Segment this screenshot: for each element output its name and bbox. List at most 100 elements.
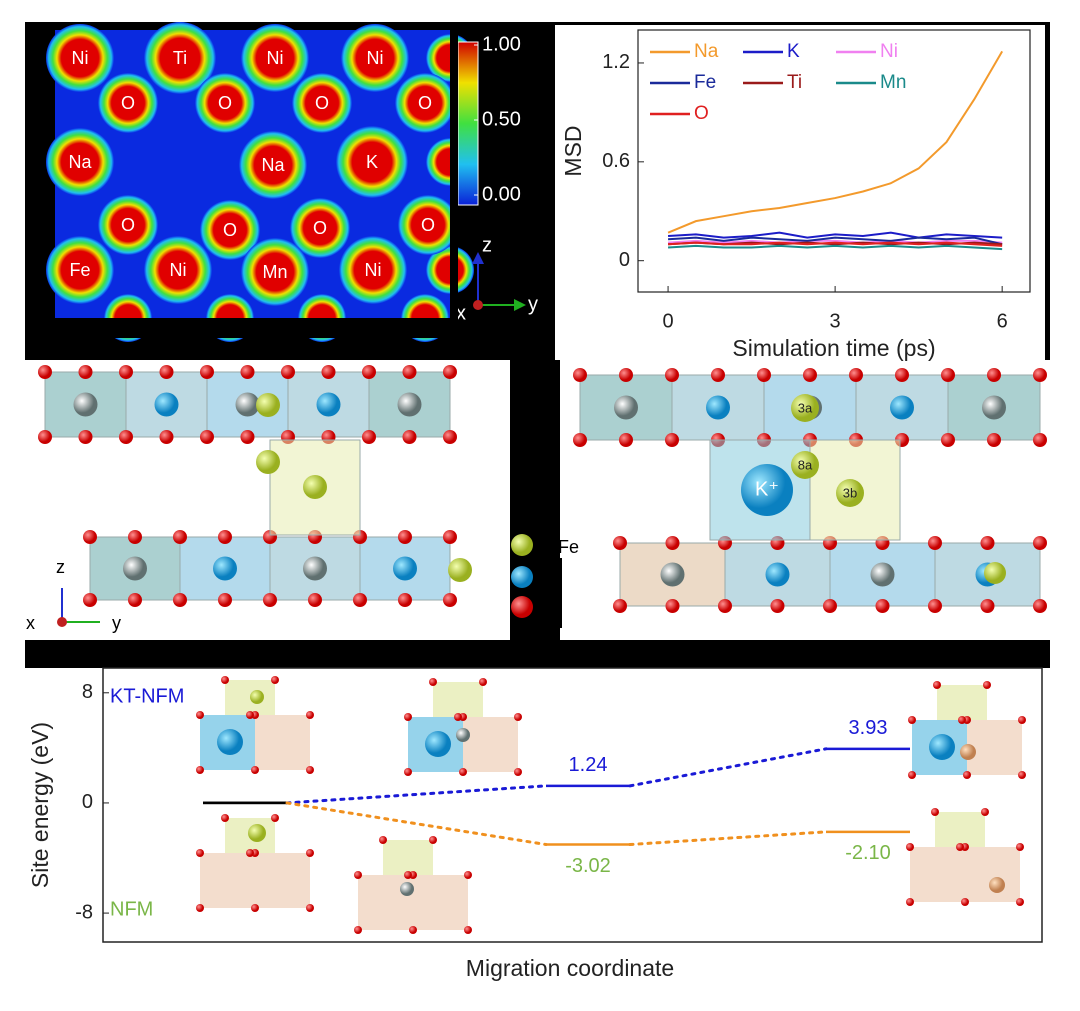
mini-polyhedron	[937, 685, 987, 720]
atom	[757, 368, 771, 382]
atom	[870, 562, 895, 587]
atom	[928, 599, 942, 613]
atom	[573, 433, 587, 447]
atom-label: Ni	[365, 260, 382, 280]
mini-atom	[906, 898, 914, 906]
atom	[78, 430, 93, 444]
mini-polyhedron	[463, 717, 518, 772]
mini-polyhedron	[200, 853, 255, 908]
atom	[791, 451, 819, 479]
atom	[362, 365, 376, 379]
mini-atom	[989, 877, 1005, 893]
mini-atom	[514, 713, 522, 721]
mini-atom	[221, 676, 229, 684]
atom	[511, 534, 533, 556]
x-tick-label: 3	[830, 310, 841, 332]
mini-atom	[306, 766, 314, 774]
panel-label: b	[558, 34, 570, 59]
axis-letter: y	[528, 293, 538, 315]
mini-polyhedron	[255, 853, 310, 908]
atom	[218, 530, 232, 544]
atom	[393, 556, 417, 581]
atom	[660, 562, 685, 587]
atom	[173, 593, 187, 607]
panel-label: d	[542, 337, 555, 364]
data-line	[668, 241, 1003, 247]
arrowhead	[514, 299, 526, 311]
atom-label: Ni	[267, 48, 284, 68]
atom	[875, 599, 890, 613]
atom	[982, 395, 1006, 420]
colorbar-label: 0.50	[482, 108, 521, 130]
crystal-structures: K⁺ 3a 8a 3b Ni/Fe z y x	[26, 365, 1047, 633]
x-axis-label: Simulation time (ps)	[732, 335, 935, 361]
atom	[73, 392, 98, 417]
atom	[235, 392, 260, 417]
mini-atom	[196, 766, 204, 774]
atom	[711, 368, 725, 382]
atom	[803, 368, 817, 382]
y-tick-label: 1.2	[602, 51, 630, 73]
atom	[38, 430, 52, 444]
x-tick-label: 0	[663, 310, 674, 332]
ion-label: K⁺	[755, 478, 779, 500]
data-line	[668, 236, 1003, 246]
mini-atom	[221, 814, 229, 822]
atom	[402, 430, 417, 444]
atom	[987, 368, 1001, 382]
atom	[398, 530, 412, 544]
atom-label: O	[421, 215, 435, 235]
atom	[573, 368, 587, 382]
atom	[706, 395, 730, 420]
atom-label: O	[218, 93, 232, 113]
mini-polyhedron	[225, 680, 275, 715]
mini-atom	[400, 882, 414, 896]
axis-origin	[57, 617, 67, 627]
backdrop	[25, 640, 1050, 668]
atom-density	[195, 73, 255, 133]
atom	[83, 593, 97, 607]
atom-label: Ni	[170, 260, 187, 280]
mini-ion	[929, 734, 955, 760]
mini-atom	[1016, 843, 1024, 851]
mini-atom	[960, 744, 976, 760]
mini-atom	[908, 771, 916, 779]
mini-atom	[963, 771, 971, 779]
axis-letter: y	[112, 613, 121, 633]
atom	[402, 365, 417, 379]
atom-density	[241, 238, 309, 306]
atom-density	[292, 73, 352, 133]
panel-b-bg	[555, 25, 1045, 360]
atom	[83, 530, 97, 544]
atom	[353, 593, 367, 607]
mini-atom	[271, 814, 279, 822]
mini-polyhedron	[433, 682, 483, 717]
axis-letter: x	[456, 302, 466, 324]
mini-polyhedron	[967, 720, 1022, 775]
mini-atom	[459, 768, 467, 776]
atom	[984, 562, 1006, 584]
data-label: -3.02	[565, 855, 611, 877]
colorbar-label: 0.00	[482, 183, 521, 205]
atom	[928, 536, 942, 550]
atom	[173, 530, 187, 544]
atom-density	[144, 22, 216, 94]
mini-atom	[246, 711, 254, 719]
mini-ion	[425, 731, 451, 757]
atom	[154, 392, 179, 417]
y-tick-label: 0	[619, 249, 630, 271]
y-tick-label: 0	[82, 791, 93, 813]
axis-letter: x	[26, 613, 35, 633]
mini-atom	[933, 681, 941, 689]
atom	[613, 536, 627, 550]
legend-label: O	[694, 103, 709, 124]
atom	[823, 599, 837, 613]
atom	[987, 433, 1001, 447]
site-label: 3b	[843, 485, 857, 500]
y-tick-label: 0.6	[602, 150, 630, 172]
axis-origin	[473, 300, 483, 310]
mini-atom	[354, 871, 362, 879]
colorbar	[457, 41, 479, 206]
atom	[1033, 368, 1047, 382]
mini-atom	[248, 824, 266, 842]
